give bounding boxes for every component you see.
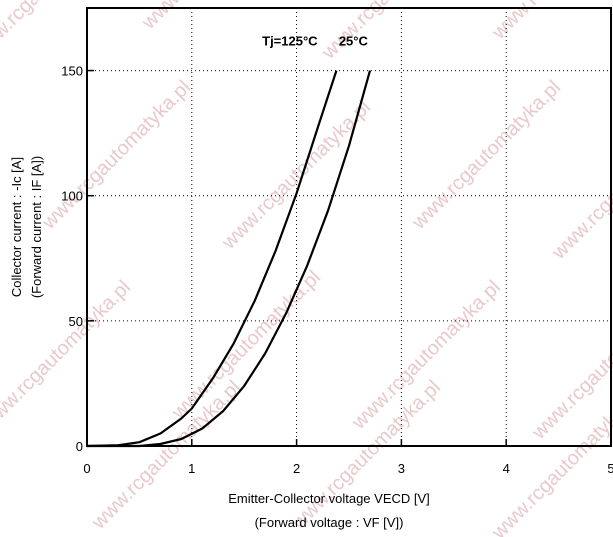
series-line [87,70,372,448]
y-tick-label: 150 [61,64,83,79]
y-tick-label: 50 [69,314,83,329]
x-tick-label: 3 [398,461,405,476]
watermark-text: www.rcgautomatyka.pl [167,267,325,425]
x-tick-label: 2 [293,461,300,476]
x-axis-subtitle: (Forward voltage : VF [V]) [255,515,404,530]
y-axis-title: Collector current : -Ic [A] [9,157,24,297]
x-tick-label: 4 [503,461,510,476]
plot-frame [86,7,612,447]
y-ticks: 0 50 100 150 [61,64,94,454]
x-tick-label: 1 [188,461,195,476]
x-tick-label: 0 [83,461,90,476]
y-axis-subtitle: (Forward current : IF [A]) [29,156,44,298]
series-layer [86,70,372,448]
watermark-text: www.rcgautomatyka.pl [317,0,475,64]
watermark-text: www.rcgautomatyka.pl [487,0,613,44]
annotations: Tj=125°C 25°C [262,34,368,49]
grid [87,8,611,446]
x-axis-title: Emitter-Collector voltage VECD [V] [228,491,430,506]
series-annotation: 25°C [339,34,369,49]
watermark-text: www.rcgautomatyka.pl [87,377,245,535]
watermark-text: www.rcgautomatyka.pl [407,77,565,235]
watermark-text: www.rcgautomatyka.pl [37,77,195,235]
watermark-text: www.rcgautomatyka.pl [137,0,295,34]
series-annotation: Tj=125°C [262,34,318,49]
x-ticks: 0 1 2 3 4 5 [83,439,613,476]
watermark-text: www.rcgautomatyka.pl [547,107,613,265]
watermark-text: www.rcgautomatyka.pl [0,277,135,435]
y-tick-label: 0 [76,439,83,454]
watermark-text: www.rcgautomatyka.pl [0,0,125,64]
x-tick-label: 5 [607,461,613,476]
y-tick-label: 100 [61,189,83,204]
series-line [86,70,338,448]
